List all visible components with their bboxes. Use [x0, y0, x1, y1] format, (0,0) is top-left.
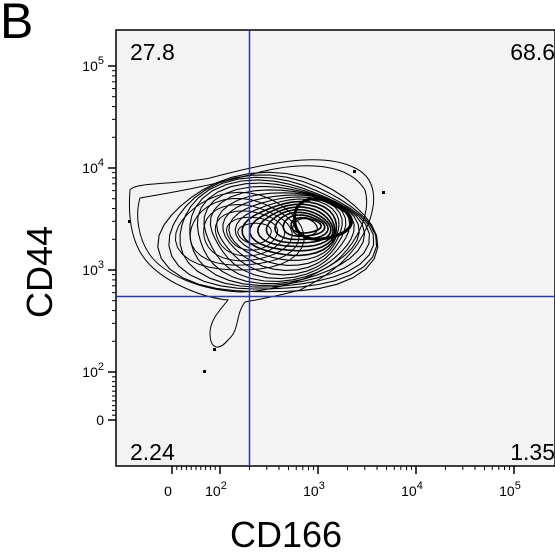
quadrant-top-right: 68.6	[510, 39, 555, 65]
contour-line	[189, 179, 370, 286]
y-tick-label: 0	[96, 412, 104, 428]
quadrant-gate	[116, 30, 555, 466]
quadrant-bottom-left: 2.24	[130, 439, 175, 465]
outlier-event	[128, 220, 131, 223]
plot-area	[115, 29, 555, 467]
contour-line	[222, 194, 347, 271]
y-axis-ticks: 0 102 103 104 105	[82, 55, 116, 428]
x-tick-label: 103	[303, 480, 325, 499]
y-tick-label: 105	[82, 55, 104, 74]
contour-line	[168, 174, 378, 290]
x-tick-label: 102	[205, 480, 227, 499]
contour-line	[179, 176, 375, 288]
outlier-event	[213, 348, 216, 351]
contour-line	[237, 222, 272, 245]
y-tick-label: 102	[82, 361, 104, 380]
contour-line	[216, 192, 351, 276]
y-tick-label: 104	[82, 157, 104, 176]
quadrant-top-left: 27.8	[130, 39, 175, 65]
quadrant-bottom-right: 1.35	[510, 439, 555, 465]
outlier-event	[353, 170, 356, 173]
contour-line	[256, 206, 334, 248]
panel-letter: B	[0, 0, 34, 49]
contour-line	[128, 159, 375, 348]
contour-line	[265, 208, 332, 244]
outlier-event	[203, 370, 206, 373]
contour-center	[292, 217, 318, 237]
contour-line	[234, 198, 340, 261]
contour-line	[174, 191, 305, 271]
contour-line	[196, 182, 366, 285]
outlier-event	[382, 191, 385, 194]
x-tick-label: 0	[164, 483, 172, 499]
contour-line	[157, 171, 379, 293]
y-tick-label: 103	[82, 259, 104, 278]
contour-line	[290, 216, 322, 234]
x-tick-label: 104	[401, 480, 423, 499]
x-axis-label: CD166	[230, 514, 343, 555]
contour-core	[293, 197, 353, 241]
contour-line	[241, 200, 338, 257]
x-axis-ticks: 0 102 103 104 105	[164, 466, 521, 499]
x-tick-label: 105	[499, 480, 521, 499]
